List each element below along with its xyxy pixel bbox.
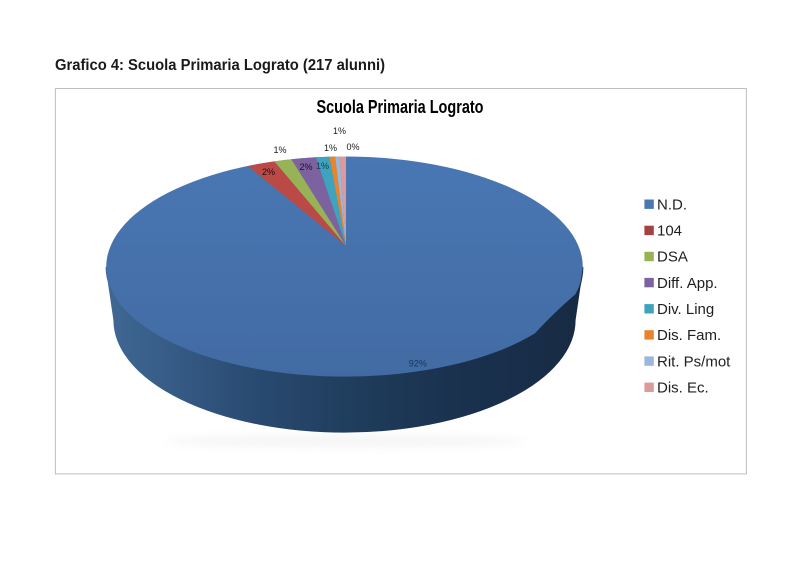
svg-text:Dis. Fam.: Dis. Fam. bbox=[657, 327, 721, 344]
svg-text:92%: 92% bbox=[409, 358, 427, 368]
svg-text:Scuola Primaria Lograto: Scuola Primaria Lograto bbox=[317, 97, 484, 117]
svg-text:Rit. Ps/mot: Rit. Ps/mot bbox=[657, 353, 731, 370]
svg-text:104: 104 bbox=[657, 223, 682, 240]
svg-text:Dis. Ec.: Dis. Ec. bbox=[657, 379, 709, 396]
svg-text:2%: 2% bbox=[299, 162, 312, 172]
svg-text:DSA: DSA bbox=[657, 249, 688, 266]
svg-text:1%: 1% bbox=[324, 143, 337, 153]
svg-text:1%: 1% bbox=[273, 145, 286, 155]
svg-text:Div. Ling: Div. Ling bbox=[657, 301, 714, 318]
svg-text:Diff. App.: Diff. App. bbox=[657, 275, 718, 292]
svg-text:1%: 1% bbox=[316, 161, 329, 171]
svg-text:0%: 0% bbox=[346, 142, 359, 152]
svg-text:Grafico 4: Scuola Primaria Log: Grafico 4: Scuola Primaria Lograto (217 … bbox=[55, 57, 385, 74]
svg-text:2%: 2% bbox=[262, 167, 275, 177]
svg-text:N.D.: N.D. bbox=[657, 196, 687, 213]
svg-text:1%: 1% bbox=[333, 126, 346, 136]
